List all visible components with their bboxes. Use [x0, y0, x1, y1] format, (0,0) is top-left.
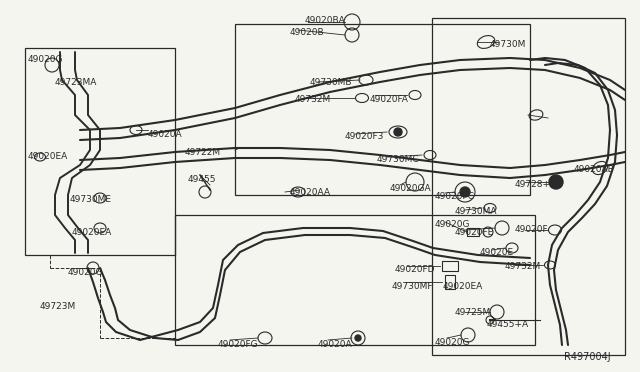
- Text: 49020EA: 49020EA: [28, 152, 68, 161]
- Text: 49020G: 49020G: [435, 338, 470, 347]
- Text: 49730ME: 49730ME: [70, 195, 112, 204]
- Text: 49020F: 49020F: [515, 225, 548, 234]
- Bar: [432, 18, 625, 355]
- Bar: [445, 275, 455, 289]
- Text: 49725M: 49725M: [455, 308, 492, 317]
- Text: 49730MB: 49730MB: [310, 78, 353, 87]
- Text: 49730MC: 49730MC: [377, 155, 420, 164]
- Text: 49020FG: 49020FG: [218, 340, 259, 349]
- Text: 49020B: 49020B: [290, 28, 324, 37]
- Text: 49730M: 49730M: [490, 40, 526, 49]
- Circle shape: [394, 128, 402, 136]
- Text: 49020G: 49020G: [28, 55, 63, 64]
- Text: 49020FC: 49020FC: [435, 192, 475, 201]
- Text: 49732M: 49732M: [295, 95, 332, 104]
- Text: 49723MA: 49723MA: [55, 78, 97, 87]
- Circle shape: [460, 187, 470, 197]
- Text: R497004J: R497004J: [564, 352, 611, 362]
- Text: 49020FE: 49020FE: [455, 228, 494, 237]
- Text: 49455: 49455: [188, 175, 216, 184]
- Text: 49020GA: 49020GA: [390, 184, 431, 193]
- Text: 49728+A: 49728+A: [515, 180, 557, 189]
- Circle shape: [355, 335, 361, 341]
- Bar: [442, 261, 458, 271]
- Bar: [25, 48, 175, 255]
- Text: 49020FA: 49020FA: [370, 95, 409, 104]
- Text: 49020G: 49020G: [68, 268, 104, 277]
- Text: 49020BA: 49020BA: [305, 16, 346, 25]
- Bar: [235, 24, 530, 195]
- Text: 49722M: 49722M: [185, 148, 221, 157]
- Circle shape: [549, 175, 563, 189]
- Bar: [175, 215, 535, 345]
- Text: 49020FD: 49020FD: [395, 265, 435, 274]
- Text: 49730MF: 49730MF: [392, 282, 433, 291]
- Text: 49455+A: 49455+A: [487, 320, 529, 329]
- Text: 49020AB: 49020AB: [574, 165, 615, 174]
- Text: 49723M: 49723M: [40, 302, 76, 311]
- Text: 49020AA: 49020AA: [290, 188, 331, 197]
- Text: 49020F3: 49020F3: [345, 132, 385, 141]
- Text: 49020A: 49020A: [148, 130, 182, 139]
- Text: 49020A: 49020A: [318, 340, 353, 349]
- Text: 49020EA: 49020EA: [443, 282, 483, 291]
- Bar: [467, 228, 479, 236]
- Text: 49020E: 49020E: [480, 248, 514, 257]
- Text: 49020EA: 49020EA: [72, 228, 112, 237]
- Text: 49732M: 49732M: [505, 262, 541, 271]
- Text: 49020G: 49020G: [435, 220, 470, 229]
- Text: 49730MA: 49730MA: [455, 207, 497, 216]
